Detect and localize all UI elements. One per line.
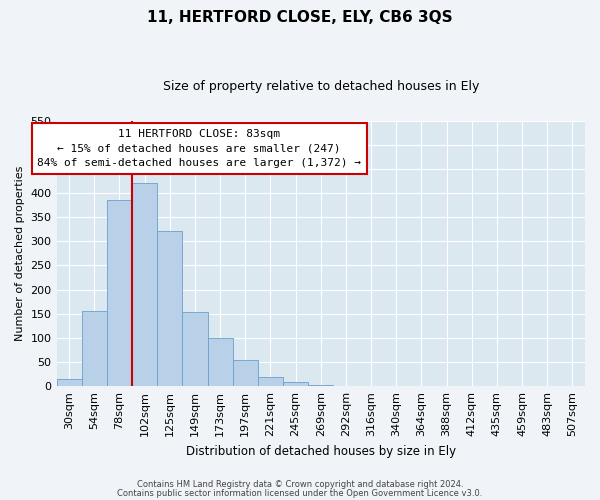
Bar [157, 230, 182, 386]
Bar [132, 184, 157, 386]
Title: Size of property relative to detached houses in Ely: Size of property relative to detached ho… [163, 80, 479, 93]
Bar [308, 384, 334, 386]
X-axis label: Distribution of detached houses by size in Ely: Distribution of detached houses by size … [186, 444, 456, 458]
Bar [233, 360, 258, 386]
Text: Contains HM Land Registry data © Crown copyright and database right 2024.: Contains HM Land Registry data © Crown c… [137, 480, 463, 489]
Bar [107, 200, 132, 386]
Text: 11 HERTFORD CLOSE: 83sqm
← 15% of detached houses are smaller (247)
84% of semi-: 11 HERTFORD CLOSE: 83sqm ← 15% of detach… [37, 128, 361, 168]
Y-axis label: Number of detached properties: Number of detached properties [15, 166, 25, 341]
Bar [82, 312, 107, 386]
Bar [258, 376, 283, 386]
Text: 11, HERTFORD CLOSE, ELY, CB6 3QS: 11, HERTFORD CLOSE, ELY, CB6 3QS [147, 10, 453, 25]
Bar [283, 382, 308, 386]
Bar [56, 379, 82, 386]
Bar [208, 338, 233, 386]
Text: Contains public sector information licensed under the Open Government Licence v3: Contains public sector information licen… [118, 489, 482, 498]
Bar [182, 312, 208, 386]
